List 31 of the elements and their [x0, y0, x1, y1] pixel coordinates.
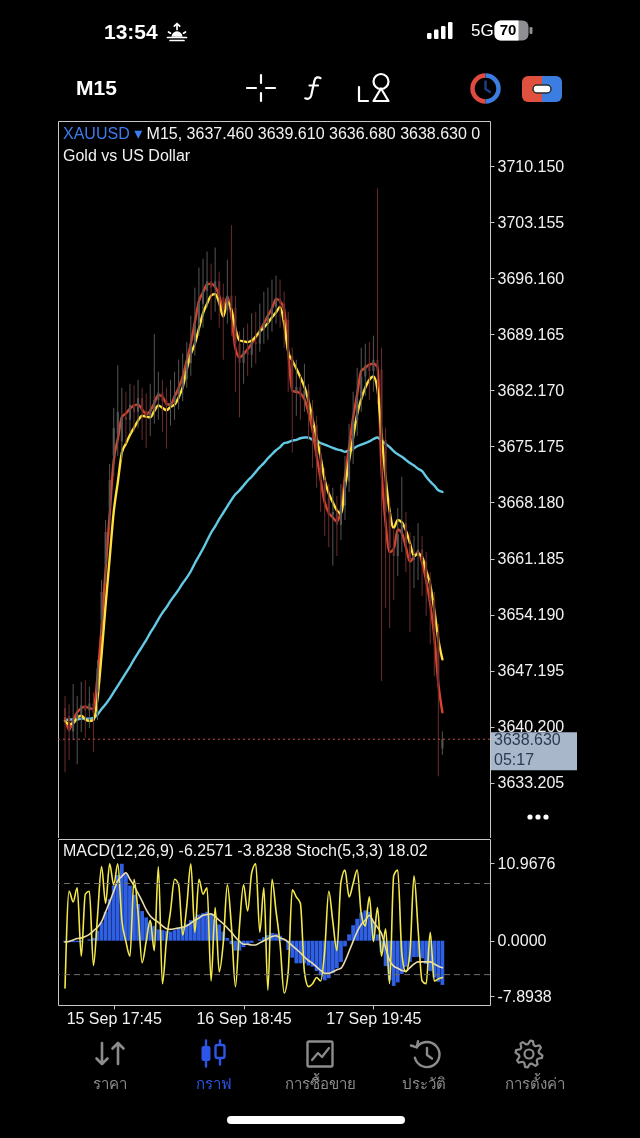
chart-title: MACD(12,26,9) -6.2571 -3.8238 Stoch(5,3,3) 18.02	[63, 841, 428, 861]
x-tick-label: 17 Sep 19:45	[326, 1009, 422, 1027]
text: การซื้อขาย	[284, 1075, 356, 1093]
text: 70	[499, 21, 517, 39]
y-tick-label: 3668.180	[497, 493, 565, 511]
y-tick-label: -7.8938	[497, 987, 552, 1005]
text: ประวัติ	[402, 1075, 446, 1093]
y-tick-label: 3703.155	[497, 213, 565, 231]
text: 05:17	[494, 751, 535, 769]
text: 13:54	[104, 19, 158, 45]
x-tick-label: 15 Sep 17:45	[66, 1009, 162, 1027]
ref-line-label: 3638.630	[494, 731, 561, 749]
text: Gold vs US Dollar	[63, 146, 191, 166]
x-tick-label: 16 Sep 18:45	[196, 1009, 292, 1027]
y-tick-label: 0.0000	[497, 932, 547, 950]
y-tick-label: 3633.205	[497, 774, 565, 792]
text: การตั้งค่า	[505, 1075, 565, 1093]
text: ราคา	[93, 1075, 127, 1093]
y-tick-label: 3710.150	[497, 157, 565, 175]
chart-title: XAUUSD ▾ M15, 3637.460 3639.610 3636.680 3638.630 0	[63, 125, 481, 142]
y-tick-label: 3696.160	[497, 269, 565, 287]
text: 5G	[471, 21, 494, 42]
y-tick-label: 3682.170	[497, 381, 565, 399]
text: กราฟ	[196, 1075, 232, 1093]
y-tick-label: 10.9676	[497, 854, 556, 872]
y-tick-label: 3689.165	[497, 325, 565, 343]
y-tick-label: 3675.175	[497, 437, 565, 455]
text: M15	[76, 75, 117, 101]
y-tick-label: 3654.190	[497, 606, 565, 624]
y-tick-label: 3661.185	[497, 550, 565, 568]
y-tick-label: 3647.195	[497, 662, 565, 680]
